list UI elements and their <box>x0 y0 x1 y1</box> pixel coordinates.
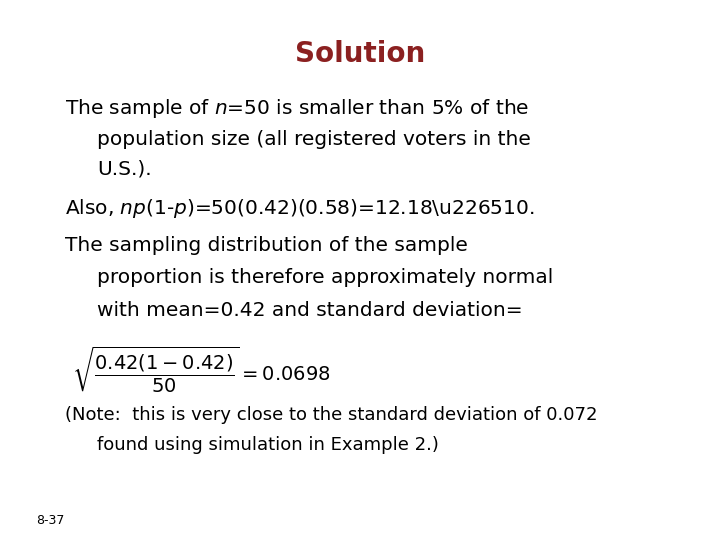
Text: The sample of $n$=50 is smaller than 5% of the: The sample of $n$=50 is smaller than 5% … <box>65 97 529 120</box>
Text: population size (all registered voters in the: population size (all registered voters i… <box>97 130 531 148</box>
Text: The sampling distribution of the sample: The sampling distribution of the sample <box>65 236 468 255</box>
Text: U.S.).: U.S.). <box>97 159 152 178</box>
Text: Also, $np$(1-$p$)=50(0.42)(0.58)=12.18\u226510.: Also, $np$(1-$p$)=50(0.42)(0.58)=12.18\u… <box>65 197 534 220</box>
Text: found using simulation in Example 2.): found using simulation in Example 2.) <box>97 436 439 454</box>
Text: Solution: Solution <box>295 40 425 69</box>
Text: proportion is therefore approximately normal: proportion is therefore approximately no… <box>97 268 554 287</box>
Text: with mean=0.42 and standard deviation=: with mean=0.42 and standard deviation= <box>97 301 523 320</box>
Text: (Note:  this is very close to the standard deviation of 0.072: (Note: this is very close to the standar… <box>65 406 598 424</box>
Text: $\sqrt{\dfrac{0.42(1-0.42)}{50}} = 0.0698$: $\sqrt{\dfrac{0.42(1-0.42)}{50}} = 0.069… <box>72 345 330 395</box>
Text: 8-37: 8-37 <box>36 514 64 526</box>
